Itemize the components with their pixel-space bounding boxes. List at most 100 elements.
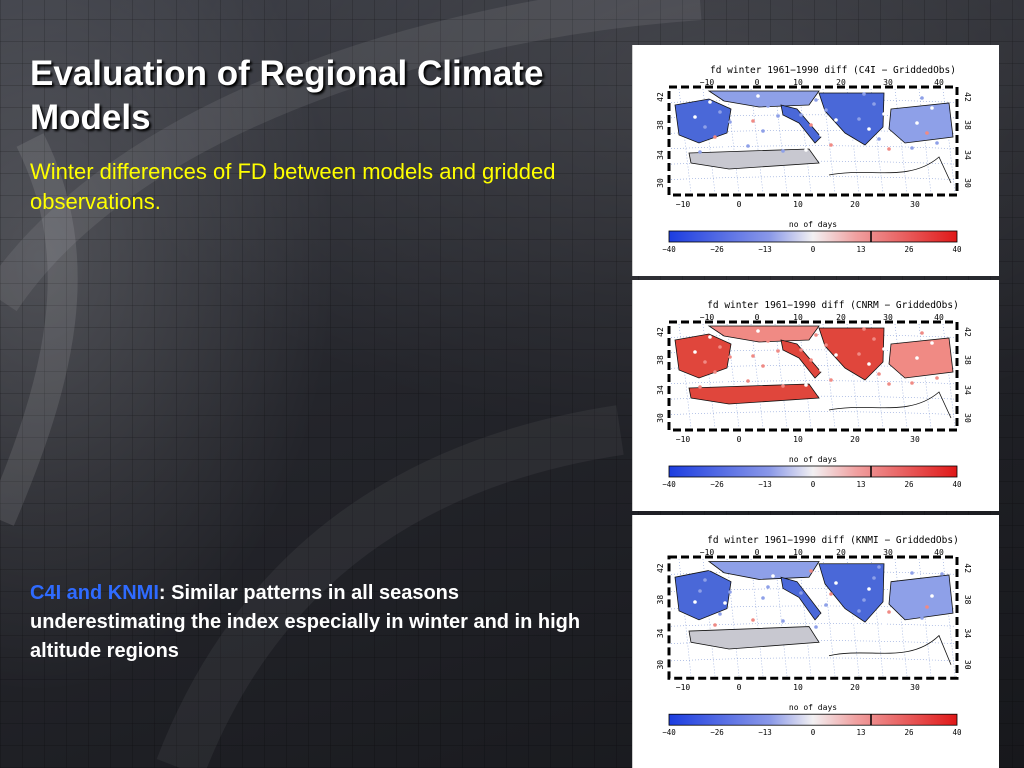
- anomaly-speck: [751, 119, 755, 123]
- colorbar-label: no of days: [789, 455, 837, 464]
- lon-tick-top: 10: [793, 548, 803, 557]
- anomaly-speck: [852, 377, 856, 381]
- anomaly-speck: [930, 594, 934, 598]
- map-land: [674, 90, 954, 184]
- colorbar: [668, 713, 958, 726]
- lat-tick-left: 30: [656, 660, 665, 670]
- lat-tick-right: 34: [963, 385, 972, 395]
- anomaly-speck: [809, 123, 813, 127]
- anomaly-speck: [920, 331, 924, 335]
- anomaly-speck: [756, 329, 760, 333]
- anomaly-speck: [693, 115, 697, 119]
- colorbar-tick: 26: [904, 245, 914, 254]
- lon-tick-bottom: 0: [737, 200, 742, 209]
- lat-tick-left: 38: [656, 355, 665, 365]
- lon-tick-top: 20: [836, 548, 846, 557]
- lat-tick-right: 42: [963, 327, 972, 337]
- lon-tick-bottom: −10: [676, 435, 691, 444]
- anomaly-speck: [857, 117, 861, 121]
- turkey-region: [888, 102, 954, 144]
- lon-tick-bottom: 20: [850, 683, 860, 692]
- colorbar-tick: 40: [952, 480, 962, 489]
- anomaly-speck: [728, 120, 732, 124]
- italy-region: [780, 576, 822, 621]
- colorbar-tick: −13: [758, 245, 772, 254]
- anomaly-speck: [829, 378, 833, 382]
- lon-tick-bottom: 30: [910, 200, 920, 209]
- map-land: [674, 561, 954, 665]
- lon-tick-top: 20: [836, 78, 846, 87]
- anomaly-speck: [723, 380, 727, 384]
- lon-tick-top: 0: [755, 548, 760, 557]
- colorbar-tick: −26: [710, 480, 724, 489]
- anomaly-speck: [776, 114, 780, 118]
- anomaly-speck: [809, 569, 813, 573]
- anomaly-speck: [804, 148, 808, 152]
- slide-subtitle: Winter differences of FD between models …: [30, 159, 556, 214]
- anomaly-speck: [872, 337, 876, 341]
- findings-models: C4I and KNMI: [30, 582, 159, 604]
- anomaly-speck: [728, 590, 732, 594]
- lon-tick-top: 0: [755, 313, 760, 322]
- lat-tick-left: 34: [656, 150, 665, 160]
- anomaly-speck: [703, 125, 707, 129]
- anomaly-speck: [882, 347, 886, 351]
- anomaly-speck: [713, 623, 717, 627]
- anomaly-speck: [718, 345, 722, 349]
- anomaly-speck: [877, 372, 881, 376]
- colorbar-tick: 0: [811, 728, 816, 737]
- anomaly-speck: [925, 131, 929, 135]
- map-land: [674, 325, 954, 419]
- lat-tick-left: 30: [656, 178, 665, 188]
- anomaly-speck: [723, 145, 727, 149]
- anomaly-speck: [761, 596, 765, 600]
- anomaly-speck: [675, 91, 679, 95]
- findings-note: C4I and KNMI: Similar patterns in all se…: [30, 579, 590, 666]
- lon-tick-top: 30: [883, 313, 893, 322]
- anomaly-speck: [834, 353, 838, 357]
- levant-coastline: [828, 634, 952, 665]
- anomaly-speck: [713, 135, 717, 139]
- anomaly-speck: [852, 142, 856, 146]
- north-africa-region: [688, 148, 820, 170]
- anomaly-speck: [925, 605, 929, 609]
- anomaly-speck: [693, 600, 697, 604]
- anomaly-speck: [887, 382, 891, 386]
- anomaly-speck: [746, 144, 750, 148]
- anomaly-speck: [703, 578, 707, 582]
- lon-tick-bottom: 20: [850, 200, 860, 209]
- map-panel-knmi: fd winter 1961−1990 diff (KNMI − Gridded…: [632, 515, 999, 768]
- anomaly-speck: [746, 379, 750, 383]
- lon-tick-top: 40: [934, 548, 944, 557]
- anomaly-speck: [804, 383, 808, 387]
- colorbar-tick: −13: [758, 480, 772, 489]
- map-c4i: fd winter 1961−1990 diff (C4I − GriddedO…: [656, 65, 972, 254]
- anomaly-speck: [675, 326, 679, 330]
- anomaly-speck: [799, 113, 803, 117]
- anomaly-speck: [781, 149, 785, 153]
- anomaly-speck: [723, 601, 727, 605]
- lon-tick-top: 40: [934, 78, 944, 87]
- anomaly-speck: [824, 343, 828, 347]
- balkans-region: [818, 563, 885, 623]
- anomaly-speck: [761, 364, 765, 368]
- anomaly-speck: [935, 376, 939, 380]
- lat-tick-right: 42: [963, 92, 972, 102]
- colorbar-tick: 40: [952, 728, 962, 737]
- anomaly-speck: [910, 571, 914, 575]
- anomaly-speck: [930, 341, 934, 345]
- lon-tick-top: 20: [836, 313, 846, 322]
- anomaly-speck: [824, 108, 828, 112]
- anomaly-speck: [834, 118, 838, 122]
- colorbar-tick: −40: [662, 245, 676, 254]
- anomaly-speck: [930, 106, 934, 110]
- anomaly-speck: [804, 580, 808, 584]
- map-knmi: fd winter 1961−1990 diff (KNMI − Gridded…: [656, 535, 972, 737]
- anomaly-speck: [852, 620, 856, 624]
- lat-tick-right: 38: [963, 120, 972, 130]
- anomaly-speck: [829, 143, 833, 147]
- anomaly-speck: [799, 348, 803, 352]
- lon-tick-bottom: −10: [676, 683, 691, 692]
- anomaly-speck: [766, 104, 770, 108]
- lat-tick-right: 42: [963, 563, 972, 573]
